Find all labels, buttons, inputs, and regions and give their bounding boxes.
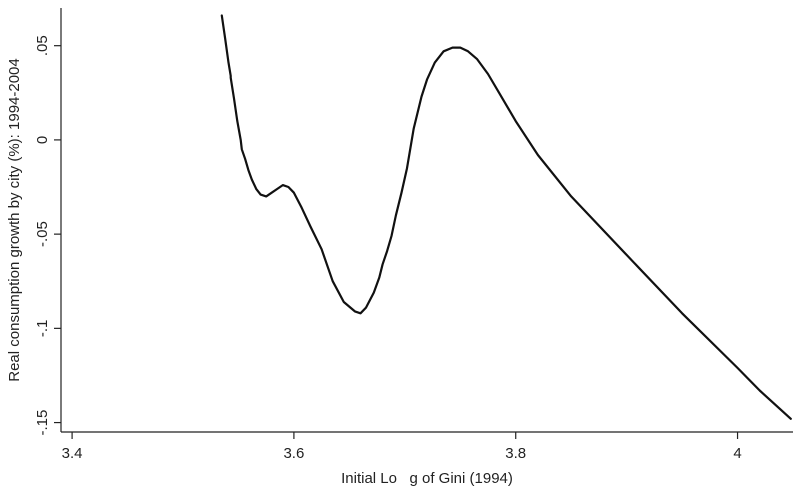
y-tick-label: .05 bbox=[34, 35, 51, 56]
y-axis-title: Real consumption growth by city (%): 199… bbox=[6, 58, 23, 382]
y-ticks: -.15 -.1 -.05 0 .05 bbox=[34, 35, 61, 436]
series-line bbox=[220, 14, 792, 420]
x-ticks: 3.4 3.6 3.8 4 bbox=[62, 432, 742, 462]
y-tick-label: -.1 bbox=[34, 320, 51, 338]
x-tick-label: 3.4 bbox=[62, 445, 83, 462]
axes bbox=[60, 8, 793, 433]
x-tick-label: 4 bbox=[733, 445, 741, 462]
y-tick-label: -.15 bbox=[34, 410, 51, 436]
y-tick-label: 0 bbox=[34, 136, 51, 144]
x-tick-label: 3.8 bbox=[505, 445, 526, 462]
series-layer bbox=[220, 14, 792, 420]
x-tick-label: 3.6 bbox=[283, 445, 304, 462]
x-axis-title: Initial Lo g of Gini (1994) bbox=[341, 470, 513, 487]
y-tick-label: -.05 bbox=[34, 221, 51, 247]
